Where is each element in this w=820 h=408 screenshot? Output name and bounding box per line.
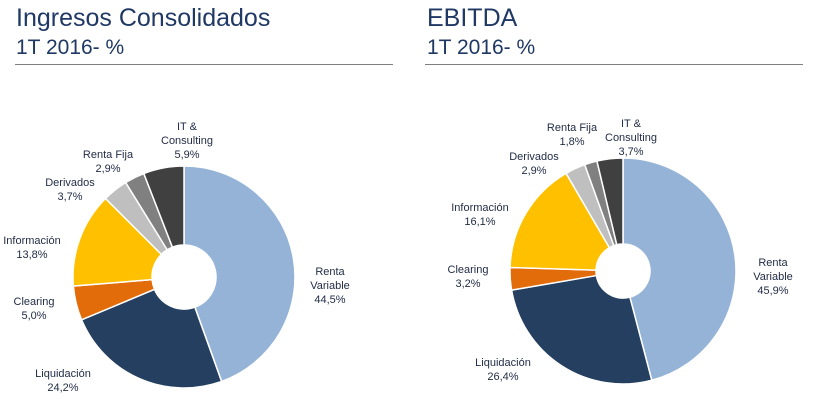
pie-slice bbox=[142, 165, 185, 249]
chart-subtitle: 1T 2016- % bbox=[427, 36, 536, 59]
slice-label: Renta Variable 45,9% bbox=[753, 257, 793, 297]
title-divider bbox=[15, 64, 393, 65]
slice-label: Liquidación 26,4% bbox=[475, 357, 531, 383]
slice-label: Información 16,1% bbox=[451, 202, 508, 228]
ebitda-donut-chart: Renta Variable 45,9% Liquidación 26,4% Cleari… bbox=[448, 118, 793, 385]
title-divider bbox=[425, 64, 803, 65]
slice-label: Clearing 5,0% bbox=[14, 296, 55, 322]
slice-label: Liquidación 24,2% bbox=[35, 368, 91, 394]
pie-slice bbox=[80, 288, 223, 389]
slice-label: Derivados 2,9% bbox=[509, 151, 559, 177]
slice-label: Clearing 3,2% bbox=[448, 264, 489, 290]
ingresos-donut-chart: Renta Variable 44,5% Liquidación 24,2% Cleari… bbox=[3, 121, 350, 394]
pie-slice bbox=[510, 274, 653, 385]
pie-slice bbox=[622, 157, 737, 382]
pie-slice bbox=[596, 157, 624, 246]
slice-label: Derivados 3,7% bbox=[45, 177, 95, 203]
chart-subtitle: 1T 2016- % bbox=[16, 36, 125, 59]
pie-slice bbox=[509, 172, 611, 271]
slice-label: Información 13,8% bbox=[3, 235, 60, 261]
pie-slice bbox=[72, 197, 163, 287]
slice-label: IT & Consulting 5,9% bbox=[161, 121, 213, 161]
slice-label: IT & Consulting 3,7% bbox=[605, 118, 657, 158]
slice-label: Renta Fija 2,9% bbox=[83, 149, 134, 175]
ebitda-panel: EBITDA 1T 2016- % Renta Variable 45,9% Liqu… bbox=[425, 0, 820, 408]
pie-slice bbox=[183, 165, 296, 383]
slice-label: Renta Fija 1,8% bbox=[547, 122, 598, 148]
chart-title: EBITDA bbox=[427, 4, 518, 32]
ingresos-panel: Ingresos Consolidados 1T 2016- % Renta Va… bbox=[0, 0, 400, 408]
chart-title: Ingresos Consolidados bbox=[16, 4, 271, 32]
slice-label: Renta Variable 44,5% bbox=[310, 266, 350, 306]
